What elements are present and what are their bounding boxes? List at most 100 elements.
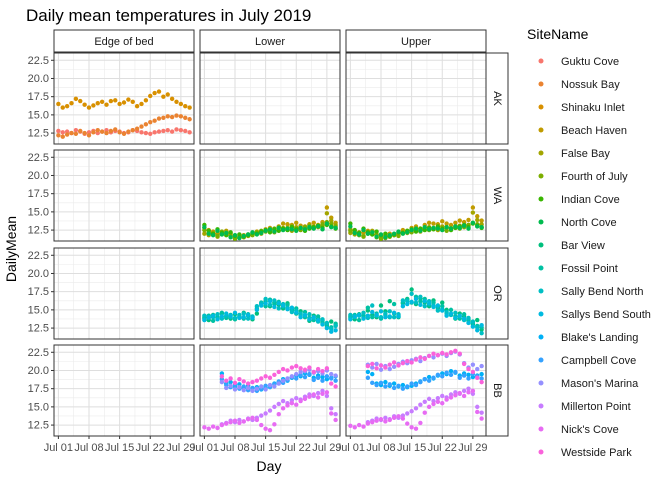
data-point bbox=[254, 311, 260, 316]
panel-border bbox=[345, 344, 487, 437]
data-point bbox=[82, 130, 87, 136]
data-point bbox=[219, 314, 225, 319]
data-point bbox=[276, 381, 281, 386]
facet-panel bbox=[345, 247, 487, 340]
data-point bbox=[272, 229, 277, 234]
y-tick-label: 20.0 bbox=[28, 365, 49, 377]
data-point bbox=[289, 227, 295, 232]
data-point bbox=[378, 232, 384, 237]
data-point bbox=[169, 114, 175, 120]
legend-key bbox=[538, 58, 544, 64]
legend-label: Indian Cove bbox=[561, 194, 620, 206]
y-tick-label: 20.0 bbox=[28, 73, 49, 85]
legend-label: Mason's Marina bbox=[561, 378, 639, 390]
data-point bbox=[315, 314, 321, 319]
data-point bbox=[457, 313, 462, 318]
data-point bbox=[134, 126, 140, 131]
data-point bbox=[315, 366, 321, 372]
data-point bbox=[348, 228, 353, 234]
data-point bbox=[320, 227, 325, 232]
data-point bbox=[422, 377, 427, 382]
x-tick-label: Jul 08 bbox=[366, 442, 395, 454]
data-point bbox=[267, 298, 273, 304]
data-point bbox=[254, 307, 260, 313]
panel-background bbox=[54, 345, 194, 436]
data-point bbox=[254, 386, 260, 391]
data-point bbox=[259, 376, 264, 381]
data-point bbox=[324, 320, 330, 326]
data-point bbox=[294, 376, 299, 381]
data-point bbox=[245, 232, 251, 237]
legend-label: Fossil Point bbox=[561, 263, 618, 275]
data-point bbox=[457, 225, 462, 231]
legend: Guktu Cove Nossuk Bay Shinaku Inlet Beach H… bbox=[538, 56, 651, 459]
data-point bbox=[320, 391, 325, 396]
facet-strip-col-label: Lower bbox=[255, 36, 285, 48]
data-point bbox=[466, 372, 471, 378]
data-point bbox=[307, 224, 312, 230]
data-point bbox=[387, 298, 392, 304]
data-point bbox=[470, 388, 476, 394]
y-tick-label: 17.5 bbox=[28, 383, 49, 395]
data-point bbox=[365, 421, 371, 426]
data-point bbox=[276, 401, 281, 407]
y-tick-label: 12.5 bbox=[28, 420, 49, 432]
x-tick-label: Jul 08 bbox=[74, 442, 103, 454]
data-point bbox=[267, 427, 273, 433]
data-point bbox=[413, 382, 419, 388]
legend-label: Campbell Cove bbox=[561, 355, 636, 367]
data-point bbox=[228, 383, 233, 388]
data-point bbox=[440, 227, 445, 233]
data-point bbox=[104, 130, 109, 136]
data-point bbox=[409, 287, 414, 292]
data-point bbox=[241, 384, 246, 389]
data-point bbox=[285, 368, 290, 373]
data-point bbox=[440, 219, 445, 224]
data-point bbox=[418, 302, 423, 307]
data-point bbox=[143, 122, 149, 127]
data-point bbox=[479, 416, 484, 421]
data-point bbox=[302, 374, 308, 380]
data-point bbox=[418, 298, 423, 304]
data-point bbox=[461, 223, 467, 228]
data-point bbox=[333, 323, 338, 329]
data-point bbox=[320, 378, 325, 383]
data-point bbox=[311, 369, 316, 375]
x-tick-label: Jul 15 bbox=[397, 442, 426, 454]
data-point bbox=[361, 316, 366, 321]
data-point bbox=[383, 231, 388, 236]
data-point bbox=[440, 401, 445, 406]
data-point bbox=[457, 351, 462, 356]
data-point bbox=[396, 229, 401, 234]
data-point bbox=[374, 382, 379, 388]
data-point bbox=[413, 296, 419, 302]
data-point bbox=[294, 395, 299, 401]
data-point bbox=[391, 314, 397, 320]
data-point bbox=[348, 312, 353, 318]
data-point bbox=[315, 395, 321, 400]
data-point bbox=[280, 366, 286, 372]
facet-panel bbox=[345, 52, 487, 145]
data-point bbox=[219, 422, 225, 428]
data-point bbox=[280, 303, 286, 308]
data-point bbox=[400, 361, 406, 366]
data-point bbox=[276, 225, 281, 231]
facet-panels: Edge of bed Lower Upper AK WA OR BB 12.5 15.0 17.… bbox=[28, 29, 509, 454]
data-point bbox=[311, 226, 316, 231]
data-point bbox=[169, 129, 175, 134]
data-point bbox=[453, 369, 458, 375]
data-point bbox=[356, 232, 362, 237]
data-point bbox=[272, 304, 277, 310]
data-point bbox=[280, 398, 286, 404]
data-point bbox=[237, 235, 242, 241]
data-point bbox=[294, 363, 299, 369]
data-point bbox=[237, 232, 242, 237]
data-point bbox=[461, 393, 467, 399]
data-point bbox=[165, 114, 170, 119]
facet-panel bbox=[53, 149, 195, 242]
data-point bbox=[161, 115, 166, 120]
data-point bbox=[352, 425, 357, 430]
legend-label: Westside Park bbox=[561, 447, 632, 459]
data-point bbox=[400, 304, 406, 309]
